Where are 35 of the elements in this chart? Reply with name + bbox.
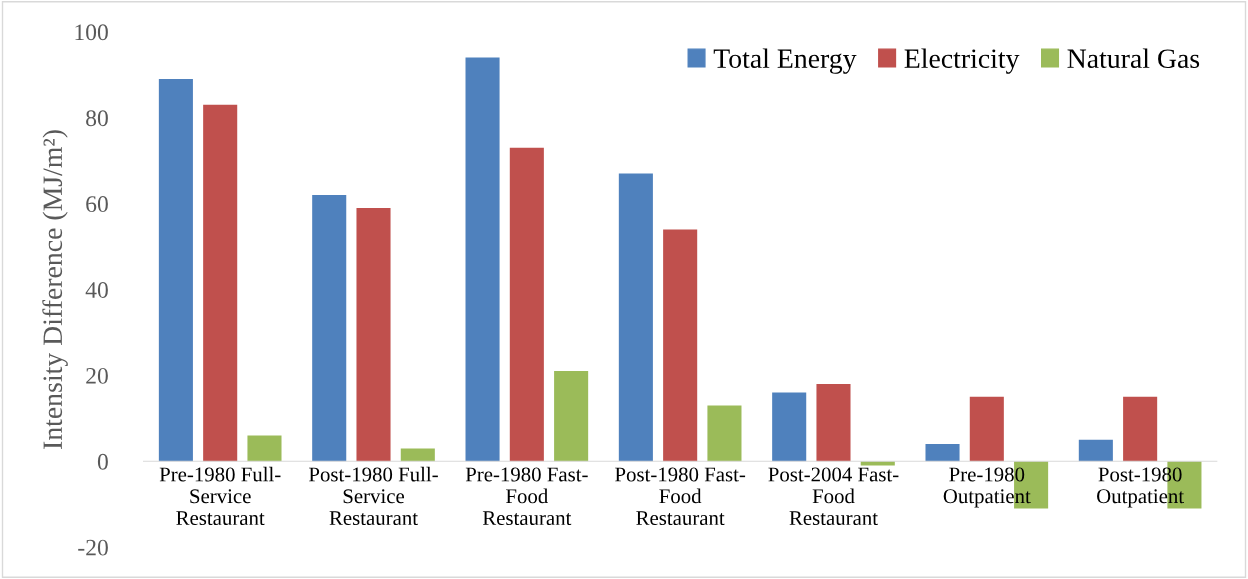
- bar: [158, 79, 193, 462]
- bar: [1078, 439, 1113, 462]
- y-tick-label: 40: [85, 281, 108, 298]
- bar: [465, 57, 500, 462]
- y-tick-label: 0: [97, 453, 108, 470]
- x-tick-label: Post-2004 Fast- Food Restaurant: [768, 467, 899, 526]
- legend-label: Electricity: [904, 48, 1020, 74]
- y-tick-label: 60: [86, 196, 108, 213]
- bar: [618, 173, 653, 462]
- bar: [247, 435, 282, 462]
- x-tick-label: Pre-1980 Fast- Food Restaurant: [465, 467, 588, 526]
- bar: [772, 392, 807, 462]
- y-tick-label: -20: [78, 539, 108, 556]
- bar: [925, 444, 960, 462]
- bar: [969, 396, 1004, 462]
- y-tick-label: 80: [86, 110, 108, 127]
- bar: [554, 371, 589, 462]
- bar: [509, 147, 544, 462]
- y-tick-label: 20: [86, 367, 108, 384]
- bar: [707, 405, 742, 462]
- bar: [816, 383, 851, 462]
- legend-label: Natural Gas: [1067, 48, 1200, 69]
- x-tick-label: Post-1980 Fast- Food Restaurant: [615, 467, 746, 526]
- bar: [860, 461, 895, 466]
- bar: [400, 448, 435, 462]
- bar: [203, 104, 238, 462]
- bar: [312, 195, 347, 462]
- bar: [663, 229, 698, 462]
- x-tick-label: Post-1980 Full- Service Restaurant: [309, 466, 438, 526]
- bar: [356, 207, 391, 462]
- legend-label: Total Energy: [713, 48, 857, 74]
- x-tick-label: Pre-1980 Full- Service Restaurant: [159, 466, 281, 526]
- y-tick-label: 100: [75, 24, 108, 41]
- y-axis-title: Intensity Difference (MJ/m²): [42, 130, 68, 449]
- bar: [1123, 396, 1158, 462]
